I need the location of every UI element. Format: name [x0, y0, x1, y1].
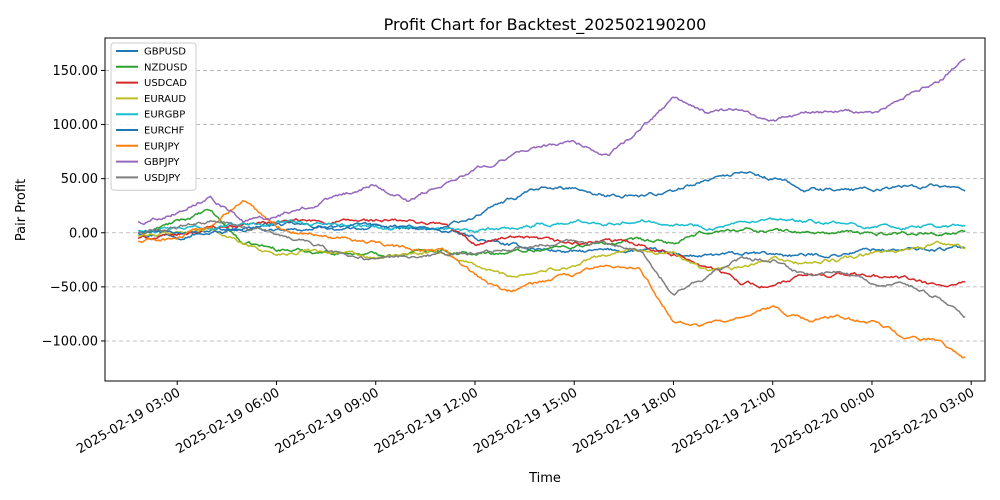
legend-label-gbpjpy: GBPJPY — [144, 157, 180, 168]
legend-label-nzdusd: NZDUSD — [144, 62, 188, 73]
series-layer — [137, 58, 966, 359]
chart-title: Profit Chart for Backtest_202502190200 — [384, 15, 707, 35]
y-tick-label: 0.00 — [69, 226, 98, 241]
series-line-nzdusd — [137, 208, 966, 258]
series-line-gbpjpy — [137, 58, 966, 226]
series-line-eurchf — [138, 171, 966, 236]
y-tick-label: −50.00 — [50, 280, 98, 295]
series-line-eurjpy — [137, 199, 966, 359]
legend-label-gbpusd: GBPUSD — [144, 47, 186, 58]
legend-label-usdcad: USDCAD — [144, 78, 187, 89]
series-line-euraud — [137, 226, 966, 278]
legend-label-eurjpy: EURJPY — [144, 141, 180, 152]
y-tick-label: 150.00 — [53, 64, 99, 79]
y-axis-title: Pair Profit — [14, 179, 29, 241]
x-axis-title: Time — [528, 471, 561, 486]
legend-box — [110, 42, 197, 191]
y-axis: −100.00 −50.00 0.00 50.00 100.00 150.00 — [42, 64, 105, 349]
y-tick-label: −100.00 — [42, 334, 98, 349]
series-line-eurgbp — [137, 217, 966, 234]
legend-label-euraud: EURAUD — [144, 94, 186, 105]
legend-label-eurchf: EURCHF — [144, 126, 185, 137]
legend-label-usdjpy: USDJPY — [144, 173, 181, 184]
series-line-gbpusd — [137, 221, 966, 259]
plot-frame — [104, 37, 986, 382]
series-line-usdjpy — [137, 219, 966, 318]
legend: GBPUSD NZDUSD USDCAD EURAUD EURGBP EURCHF EURJ… — [110, 42, 197, 191]
y-tick-label: 100.00 — [53, 118, 99, 133]
y-tick-label: 50.00 — [61, 172, 98, 187]
legend-label-eurgbp: EURGBP — [144, 110, 185, 121]
